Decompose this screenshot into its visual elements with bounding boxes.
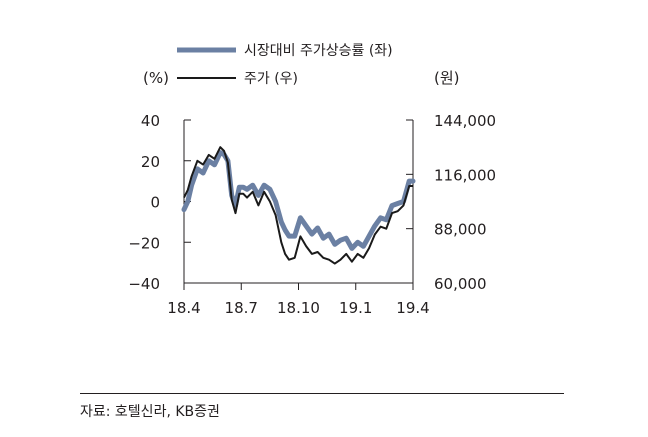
x-tick-label: 19.1 [339,299,372,317]
x-tick-label: 19.4 [396,299,429,317]
left-tick-label: 0 [150,194,160,212]
right-tick-label: 116,000 [434,166,496,184]
source-divider [80,393,564,394]
legend-label-stock-price: 주가 (우) [244,71,298,87]
left-tick-label: −40 [128,275,160,293]
left-tick-label: 20 [141,153,160,171]
x-tick-label: 18.4 [167,299,200,317]
left-tick-label: −20 [128,234,160,252]
source-note: 자료: 호텔신라, KB증권 [80,404,220,420]
legend-label-relative-return: 시장대비 주가상승률 (좌) [244,43,393,59]
right-axis-ticks: 144,000 116,000 88,000 60,000 [406,112,496,293]
x-tick-label: 18.7 [225,299,258,317]
legend: 시장대비 주가상승률 (좌) 주가 (우) [177,43,393,87]
left-axis-ticks: 40 20 0 −20 −40 [128,112,191,293]
series-line-relative-return [181,150,416,251]
left-tick-label: 40 [141,112,160,130]
right-tick-label: 60,000 [434,275,487,293]
right-axis-unit: (원) [434,69,460,87]
chart-canvas: 시장대비 주가상승률 (좌) 주가 (우) (%) (원) 40 20 0 −20 −4… [128,43,496,317]
right-tick-label: 88,000 [434,221,487,239]
x-tick-label: 18.10 [277,299,320,317]
series-line-stock-price [183,146,413,265]
left-axis-unit: (%) [143,69,169,87]
right-tick-label: 144,000 [434,112,496,130]
x-axis-ticks: 18.4 18.7 18.10 19.1 19.4 [167,283,430,317]
